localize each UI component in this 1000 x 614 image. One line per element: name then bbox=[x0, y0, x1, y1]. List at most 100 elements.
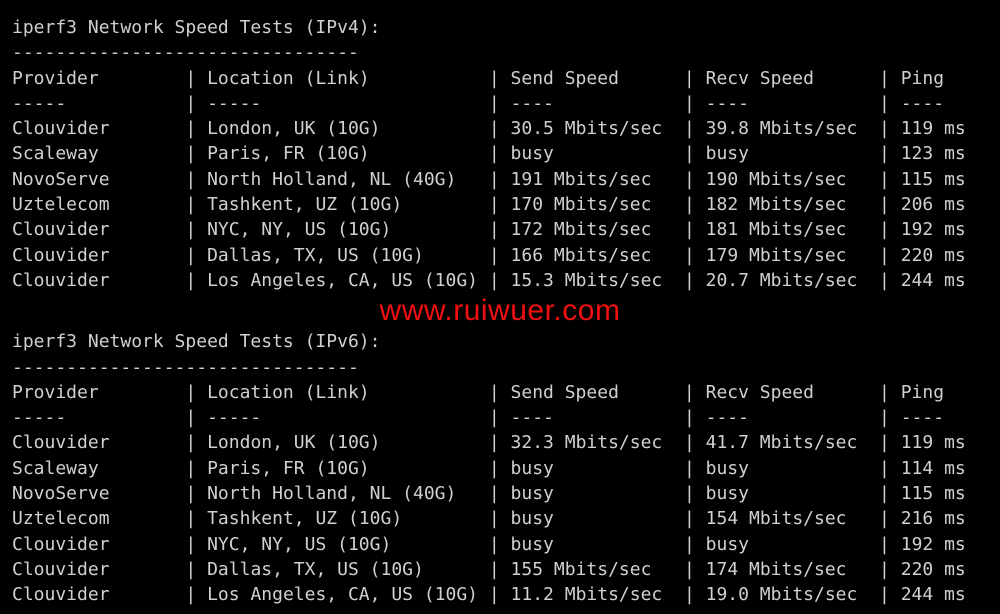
table-row: Scaleway | Paris, FR (10G) | busy | busy… bbox=[12, 457, 966, 479]
cell-recv: 174 Mbits/sec bbox=[705, 558, 847, 580]
divider: -------------------------------- bbox=[12, 356, 359, 378]
cell-ping: 220 ms bbox=[900, 558, 966, 580]
table-row: Clouvider | Los Angeles, CA, US (10G) | … bbox=[12, 269, 966, 291]
header-ping: Ping bbox=[900, 67, 945, 89]
header-send: Send Speed bbox=[510, 67, 619, 89]
table-row: Clouvider | London, UK (10G) | 32.3 Mbit… bbox=[12, 432, 966, 454]
divider: ---- bbox=[900, 407, 945, 429]
cell-location: Tashkent, UZ (10G) bbox=[207, 194, 403, 216]
cell-send: busy bbox=[510, 457, 554, 479]
cell-ping: 123 ms bbox=[900, 143, 966, 165]
cell-provider: Clouvider bbox=[12, 269, 110, 291]
divider: ---- bbox=[705, 407, 749, 429]
cell-ping: 206 ms bbox=[900, 194, 966, 216]
cell-provider: Clouvider bbox=[12, 219, 110, 241]
cell-provider: NovoServe bbox=[12, 168, 110, 190]
table-row: Clouvider | London, UK (10G) | 30.5 Mbit… bbox=[12, 118, 966, 140]
cell-ping: 216 ms bbox=[900, 508, 966, 530]
cell-send: 32.3 Mbits/sec bbox=[510, 432, 663, 454]
cell-recv: 41.7 Mbits/sec bbox=[705, 432, 858, 454]
cell-ping: 115 ms bbox=[900, 168, 966, 190]
cell-ping: 192 ms bbox=[900, 533, 966, 555]
section-title-text: iperf3 Network Speed Tests (IPv6): bbox=[12, 331, 381, 353]
cell-provider: Clouvider bbox=[12, 533, 110, 555]
cell-provider: Uztelecom bbox=[12, 508, 110, 530]
cell-send: 11.2 Mbits/sec bbox=[510, 584, 663, 606]
divider: ---- bbox=[705, 92, 749, 114]
watermark: www.ruiwuer.com bbox=[379, 294, 621, 328]
cell-ping: 244 ms bbox=[900, 269, 966, 291]
cell-location: Dallas, TX, US (10G) bbox=[207, 244, 424, 266]
cell-location: NYC, NY, US (10G) bbox=[207, 219, 392, 241]
cell-provider: Clouvider bbox=[12, 244, 110, 266]
cell-recv: 181 Mbits/sec bbox=[705, 219, 847, 241]
cell-ping: 220 ms bbox=[900, 244, 966, 266]
cell-recv: 179 Mbits/sec bbox=[705, 244, 847, 266]
cell-location: Paris, FR (10G) bbox=[207, 143, 370, 165]
table-row: NovoServe | North Holland, NL (40G) | bu… bbox=[12, 483, 966, 505]
divider: ---- bbox=[510, 92, 554, 114]
cell-send: 155 Mbits/sec bbox=[510, 558, 652, 580]
cell-send: busy bbox=[510, 483, 554, 505]
cell-location: Paris, FR (10G) bbox=[207, 457, 370, 479]
cell-provider: Clouvider bbox=[12, 118, 110, 140]
header-recv: Recv Speed bbox=[705, 67, 814, 89]
header-divider: ----- | ----- | ---- | ---- | ---- bbox=[12, 407, 945, 429]
cell-send: busy bbox=[510, 143, 554, 165]
cell-recv: 154 Mbits/sec bbox=[705, 508, 847, 530]
table-row: Uztelecom | Tashkent, UZ (10G) | busy | … bbox=[12, 508, 966, 530]
cell-provider: Clouvider bbox=[12, 584, 110, 606]
divider: ----- bbox=[12, 92, 67, 114]
cell-provider: Scaleway bbox=[12, 143, 99, 165]
cell-send: busy bbox=[510, 533, 554, 555]
header-location: Location (Link) bbox=[207, 67, 370, 89]
divider: ---- bbox=[900, 92, 945, 114]
table-row: Uztelecom | Tashkent, UZ (10G) | 170 Mbi… bbox=[12, 194, 966, 216]
divider: ---- bbox=[510, 407, 554, 429]
cell-send: 166 Mbits/sec bbox=[510, 244, 652, 266]
cell-send: 30.5 Mbits/sec bbox=[510, 118, 663, 140]
cell-location: Tashkent, UZ (10G) bbox=[207, 508, 403, 530]
cell-provider: Scaleway bbox=[12, 457, 99, 479]
cell-recv: busy bbox=[705, 143, 749, 165]
cell-recv: busy bbox=[705, 533, 749, 555]
cell-ping: 244 ms bbox=[900, 584, 966, 606]
table-row: NovoServe | North Holland, NL (40G) | 19… bbox=[12, 168, 966, 190]
table-row: Clouvider | Dallas, TX, US (10G) | 166 M… bbox=[12, 244, 966, 266]
cell-provider: Clouvider bbox=[12, 558, 110, 580]
header-divider: ----- | ----- | ---- | ---- | ---- bbox=[12, 92, 945, 114]
header-provider: Provider bbox=[12, 381, 99, 403]
divider: -------------------------------- bbox=[12, 42, 359, 64]
terminal-output: iperf3 Network Speed Tests (IPv4): ------… bbox=[12, 15, 1000, 608]
cell-recv: 190 Mbits/sec bbox=[705, 168, 847, 190]
cell-location: London, UK (10G) bbox=[207, 118, 381, 140]
cell-recv: 20.7 Mbits/sec bbox=[705, 269, 858, 291]
divider: ----- bbox=[207, 407, 262, 429]
cell-send: busy bbox=[510, 508, 554, 530]
cell-send: 15.3 Mbits/sec bbox=[510, 269, 663, 291]
cell-ping: 119 ms bbox=[900, 432, 966, 454]
table-row: Clouvider | NYC, NY, US (10G) | 172 Mbit… bbox=[12, 219, 966, 241]
cell-ping: 115 ms bbox=[900, 483, 966, 505]
cell-provider: Clouvider bbox=[12, 432, 110, 454]
watermark-line: www.ruiwuer.com bbox=[0, 293, 1000, 329]
cell-ping: 119 ms bbox=[900, 118, 966, 140]
section-title-text: iperf3 Network Speed Tests (IPv4): bbox=[12, 17, 381, 38]
table-row: Clouvider | Los Angeles, CA, US (10G) | … bbox=[12, 584, 966, 606]
cell-location: London, UK (10G) bbox=[207, 432, 381, 454]
section-title: iperf3 Network Speed Tests (IPv6): bbox=[12, 329, 1000, 354]
header-ping: Ping bbox=[900, 381, 945, 403]
cell-location: Los Angeles, CA, US (10G) bbox=[207, 584, 479, 606]
header-recv: Recv Speed bbox=[705, 381, 814, 403]
title-underline: -------------------------------- bbox=[12, 355, 1000, 380]
table-row: Clouvider | Dallas, TX, US (10G) | 155 M… bbox=[12, 558, 966, 580]
cell-ping: 114 ms bbox=[900, 457, 966, 479]
cell-recv: 182 Mbits/sec bbox=[705, 194, 847, 216]
cell-location: Dallas, TX, US (10G) bbox=[207, 558, 424, 580]
cell-send: 170 Mbits/sec bbox=[510, 194, 652, 216]
divider: ----- bbox=[12, 407, 67, 429]
cell-send: 172 Mbits/sec bbox=[510, 219, 652, 241]
title-underline: -------------------------------- bbox=[12, 40, 1000, 65]
cell-location: Los Angeles, CA, US (10G) bbox=[207, 269, 479, 291]
cell-send: 191 Mbits/sec bbox=[510, 168, 652, 190]
